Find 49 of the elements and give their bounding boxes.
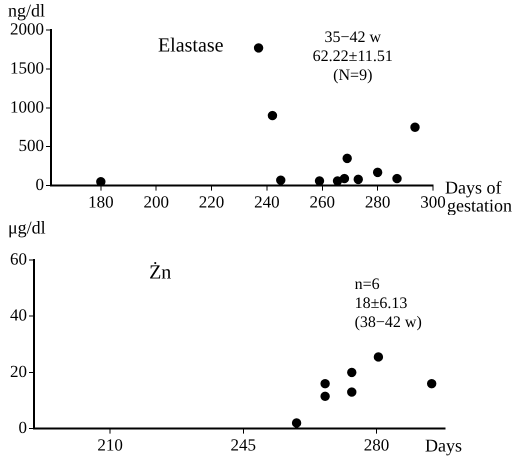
x-tick-label: 245 (230, 435, 256, 454)
x-tick-label: 240 (254, 192, 280, 212)
x-tick-label: 180 (88, 192, 114, 212)
annotation: 35−42 w (324, 29, 382, 46)
x-tick-label: 280 (364, 435, 390, 454)
y-tick-label: 40 (10, 306, 27, 325)
x-axis-title: Days (425, 435, 462, 456)
y-axis-title: ng/dl (8, 0, 46, 21)
y-tick-label: 20 (10, 362, 27, 381)
point (320, 392, 330, 401)
x-tick-label: 220 (198, 192, 224, 212)
point (320, 378, 330, 388)
annotation: (N=9) (333, 67, 372, 84)
point (347, 387, 356, 397)
annotation: 62.22±11.51 (312, 48, 393, 66)
annotation: n=6 (354, 276, 380, 294)
x-tick-label: 280 (364, 192, 390, 212)
point (392, 174, 402, 184)
x-tick-label: 210 (97, 435, 123, 454)
point (276, 175, 286, 185)
point (292, 418, 302, 428)
annotation: 18±6.13 (354, 295, 408, 312)
y-tick-label: 500 (18, 136, 44, 156)
chart-title: Elastase (158, 34, 224, 56)
x-tick-label: 300 (420, 192, 446, 212)
point (347, 368, 356, 378)
annotation: (38−42 w) (354, 314, 422, 332)
point (254, 43, 264, 53)
point (354, 174, 363, 184)
point (410, 122, 420, 132)
x-tick-label: 200 (143, 192, 169, 212)
y-tick-label: 1000 (10, 97, 44, 116)
y-tick-label: 0 (18, 418, 27, 438)
point (314, 176, 324, 186)
point (268, 110, 278, 120)
y-tick-label: 60 (10, 249, 27, 268)
point (342, 154, 352, 164)
y-axis-title: μg/dl (8, 218, 46, 238)
point (426, 378, 436, 388)
y-tick-label: 2000 (10, 19, 44, 38)
chart-title: Żn (149, 262, 172, 284)
point (372, 168, 382, 178)
point (96, 177, 106, 186)
y-tick-label: 1500 (10, 58, 44, 78)
x-tick-label: 260 (310, 192, 336, 212)
point (340, 174, 350, 184)
y-tick-label: 0 (36, 175, 44, 194)
point (374, 352, 384, 362)
x-axis-title: Days of gestation (445, 177, 512, 216)
